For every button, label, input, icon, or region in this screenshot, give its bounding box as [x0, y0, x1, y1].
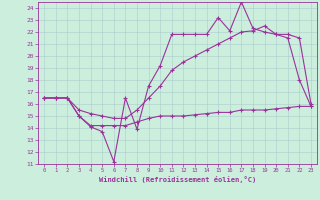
X-axis label: Windchill (Refroidissement éolien,°C): Windchill (Refroidissement éolien,°C) [99, 176, 256, 183]
